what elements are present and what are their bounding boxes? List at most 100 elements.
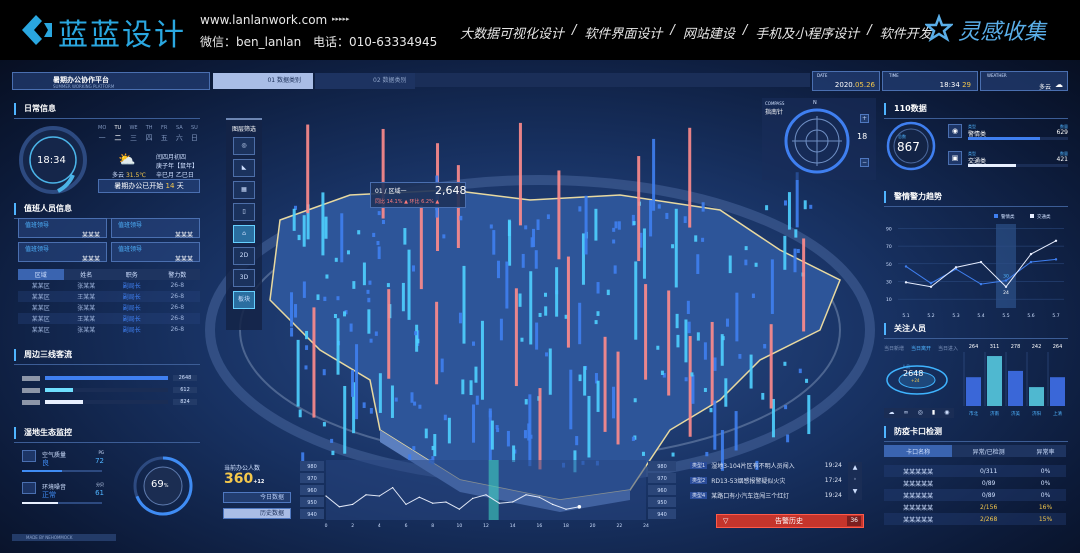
column-header[interactable]: 区域 (18, 269, 64, 280)
layer-button[interactable]: ▦ (233, 181, 255, 199)
scroll-up-icon[interactable]: ▲ (852, 464, 858, 471)
compass-dial[interactable] (782, 106, 852, 176)
target-icon[interactable]: ◎ (917, 409, 923, 416)
clock-time: 18:34 (37, 155, 66, 166)
map-bar (294, 205, 298, 210)
map-bar (612, 227, 616, 232)
nav-link[interactable]: 软件开发 (879, 27, 932, 42)
lunar-line: 庚子年【鼠年】 (156, 163, 199, 170)
layer-button[interactable]: ⌂ (233, 225, 255, 243)
column-header[interactable]: 异常/已检测 (952, 445, 1026, 457)
column-header[interactable]: 卡口名称 (884, 445, 953, 457)
map-bar (469, 380, 473, 396)
table-row[interactable]: 某某某某某 0/89 0% (884, 489, 1066, 501)
bar[interactable] (1050, 377, 1065, 406)
duty-card[interactable]: 值班领导 某某某 (111, 218, 200, 239)
layer-button[interactable]: 板块 (233, 291, 255, 309)
duty-card[interactable]: 值班领导 某某某 (111, 242, 200, 263)
map-bar (569, 369, 573, 430)
map-bar (414, 331, 418, 336)
layer-button[interactable]: 2D (233, 247, 255, 265)
tab-data-category-1[interactable]: 01 数据类别 (213, 73, 313, 89)
top-nav: 大数据可视化设计 / 软件界面设计 / 网站建设 / 手机及小程序设计 / 软件开发 (460, 23, 932, 42)
zoom-in-button[interactable]: + (860, 114, 869, 123)
table-row[interactable]: 某某区 张某某 副局长 26-8 (18, 324, 200, 335)
column-header[interactable]: 异常率 (1025, 445, 1066, 457)
table-row[interactable]: 某某区 张某某 副局长 26-8 (18, 280, 200, 291)
column-header[interactable]: 警力数 (154, 269, 200, 280)
duty-card[interactable]: 值班领导 某某某 (18, 218, 107, 239)
table-row[interactable]: 某某区 王某某 副局长 26-8 (18, 291, 200, 302)
map-bar (387, 289, 391, 379)
focus-tab[interactable]: 当日进入 (938, 346, 959, 352)
bar[interactable] (966, 377, 981, 406)
history-data-button[interactable]: 历史数据 (223, 508, 291, 519)
nav-link[interactable]: 大数据可视化设计 (460, 27, 565, 42)
map-bar (403, 228, 407, 245)
alert-item[interactable]: 类型2 RD13-53烟感报警疑似火灾 17:24 (690, 473, 842, 488)
column-header[interactable]: 职务 (109, 269, 155, 280)
table-row[interactable]: 某某某某某 2/156 16% (884, 501, 1066, 513)
map-bar (343, 385, 347, 454)
nav-link[interactable]: 软件界面设计 (584, 27, 663, 42)
table-row[interactable]: 某某某某某 0/311 0% (884, 465, 1066, 477)
nav-link[interactable]: 手机及小程序设计 (755, 27, 860, 42)
bar[interactable] (987, 356, 1002, 406)
x-tick-label: 5.3 (952, 313, 959, 319)
map-bar (683, 216, 687, 224)
alert-tag: 类型4 (690, 492, 708, 499)
website-link[interactable]: www.lanlanwork.com (200, 13, 328, 27)
bar[interactable] (1029, 387, 1044, 406)
map-bar (575, 436, 579, 446)
map-bar (381, 128, 385, 219)
map-bar (787, 192, 791, 230)
focus-tab[interactable]: 当日离开 (911, 346, 932, 352)
alert-time: 17:24 (824, 477, 842, 484)
table-row[interactable]: 某某区 王某某 副局长 26-8 (18, 313, 200, 324)
map-bar (671, 452, 675, 457)
layer-button[interactable]: 3D (233, 269, 255, 287)
table-row[interactable]: 某某某某某 0/89 0% (884, 477, 1066, 489)
map-bar (671, 244, 675, 249)
bar[interactable] (1008, 370, 1023, 406)
duty-card[interactable]: 值班领导 某某某 (18, 242, 107, 263)
cloud-icon[interactable]: ☁ (888, 409, 895, 416)
map-bar (536, 219, 540, 231)
eye-icon[interactable]: ◉ (944, 409, 950, 416)
map-bar (418, 404, 422, 409)
scroll-down-icon[interactable]: ▼ (852, 488, 858, 495)
alert-history-button[interactable]: ▽ 告警历史 36 (716, 514, 864, 528)
tab-data-category-2[interactable]: 02 数据类别 (315, 73, 415, 89)
today-data-button[interactable]: 今日数据 (223, 492, 291, 503)
layer-button[interactable]: ▯ (233, 203, 255, 221)
date-box: DATE 2020.05.26 (812, 71, 880, 91)
total-ring (886, 121, 936, 171)
nav-link[interactable]: 网站建设 (682, 27, 735, 42)
table-cell: 某某某某某 (903, 492, 934, 500)
map-bar (459, 215, 463, 221)
temperature: 31.5℃ (125, 172, 147, 179)
weather-label: WEATHER (987, 73, 1007, 78)
map-bar (705, 451, 709, 457)
layer-button[interactable]: ◣ (233, 159, 255, 177)
map-bar (594, 208, 598, 241)
table-row[interactable]: 某某某某某 2/268 15% (884, 513, 1066, 525)
focus-tab[interactable]: 当日新增 (884, 346, 905, 352)
layer-button[interactable]: ◎ (233, 137, 255, 155)
alert-item[interactable]: 类型4 某路口有小汽车连闯三个红灯 19:24 (690, 488, 842, 503)
map-bar (594, 373, 598, 384)
data-point (525, 494, 527, 496)
link-icon[interactable]: ∞ (903, 409, 909, 416)
map-bar (665, 212, 669, 219)
data-point (904, 265, 908, 268)
battery-icon[interactable]: ▮ (931, 409, 936, 416)
partly-cloudy-icon: ⛅ (118, 152, 136, 168)
table-row[interactable]: 某某区 张某某 副局长 26-8 (18, 302, 200, 313)
alert-item[interactable]: 类型1 湿地3-104片区有不明人员闯入 19:24 (690, 458, 842, 473)
zoom-out-button[interactable]: − (860, 158, 869, 167)
weekday-cn: 三 (129, 134, 137, 142)
table-cell: 26-8 (170, 304, 185, 311)
alert-scroller[interactable]: ▲ ◦ ▼ (848, 462, 862, 500)
column-header[interactable]: 姓名 (63, 269, 109, 280)
table-cell: 某某某某某 (903, 480, 934, 488)
